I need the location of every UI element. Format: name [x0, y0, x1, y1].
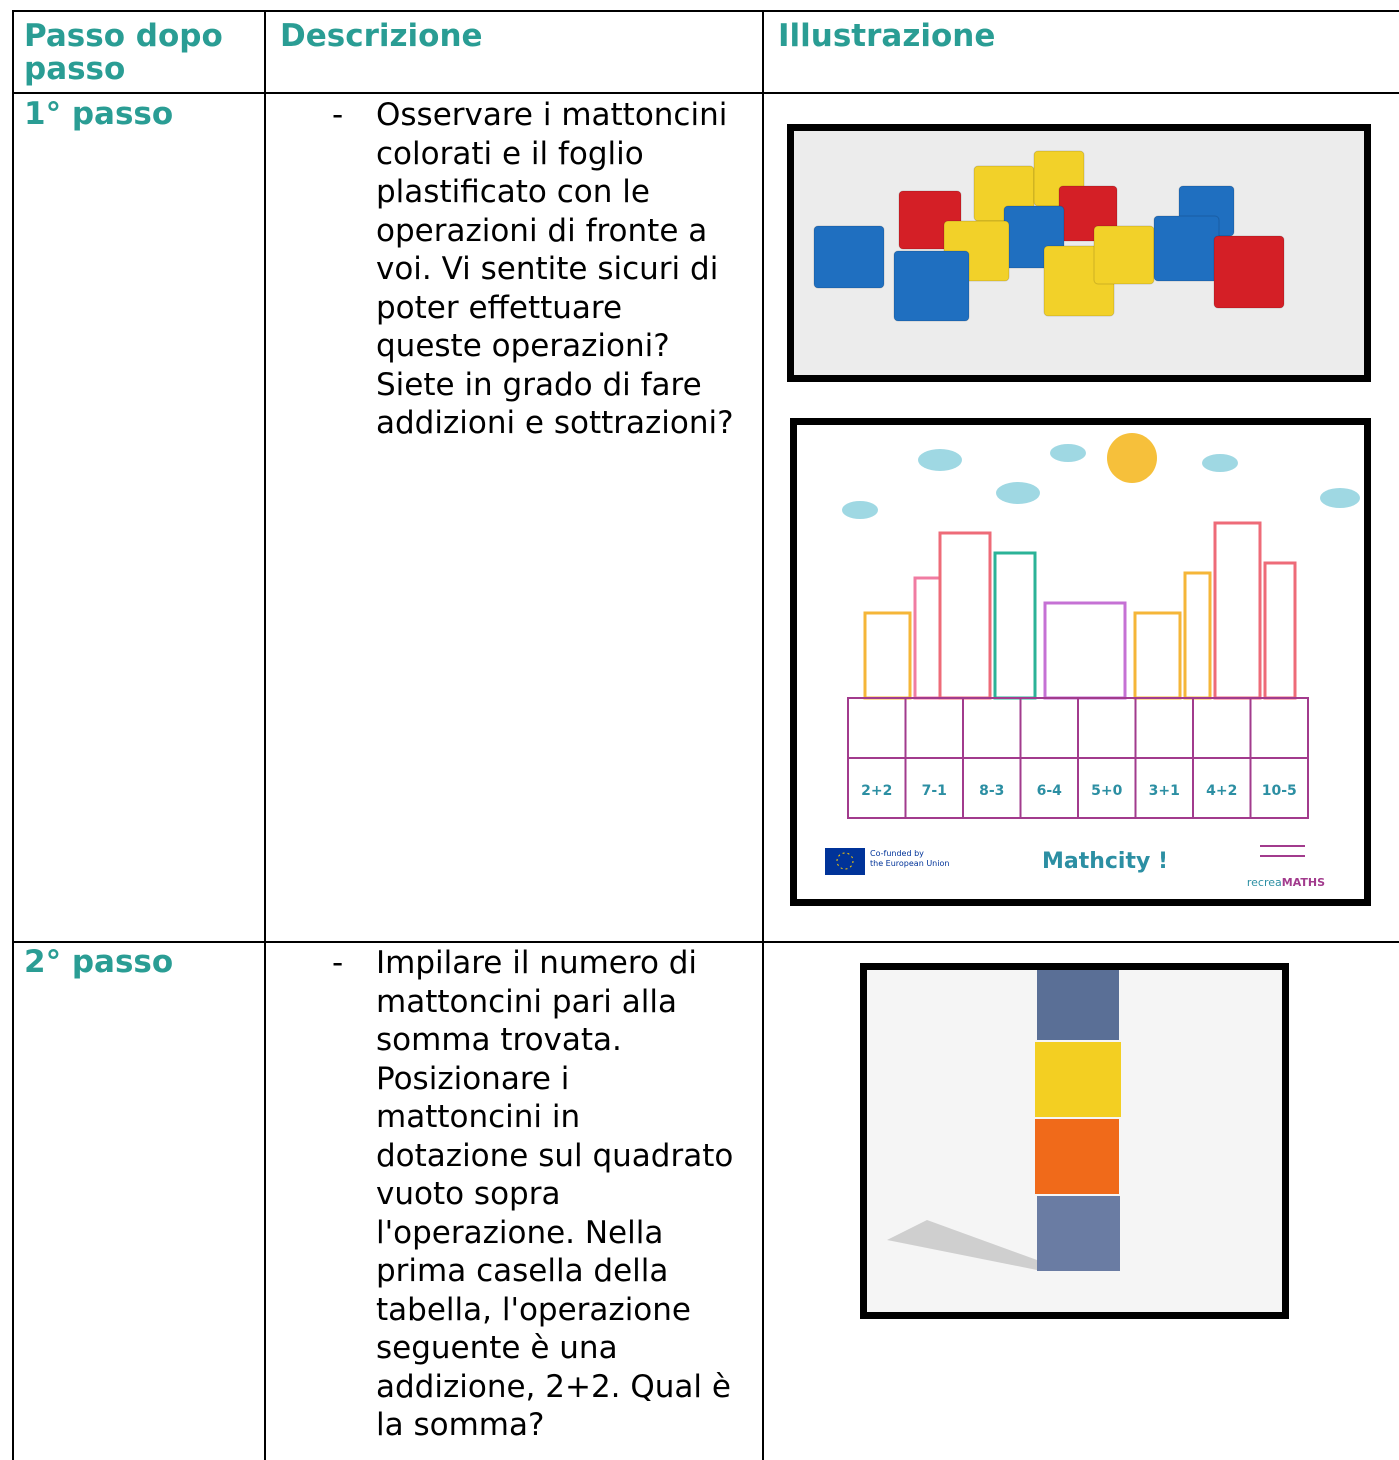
description-line: vuoto sopra	[376, 1176, 561, 1212]
description-line: tabella, l'operazione	[376, 1291, 691, 1328]
description-line: voi. Vi sentite sicuri di	[376, 251, 719, 287]
cubes-illustration	[794, 131, 1364, 375]
step: 1° passo	[24, 96, 174, 132]
operation: 5+0	[1091, 783, 1122, 799]
description-line: poter effettuare	[376, 289, 623, 326]
bullet: -	[332, 945, 344, 981]
logo-part: recrea	[1247, 876, 1282, 889]
image	[787, 124, 1371, 382]
description-line: colorati e il foglio	[376, 135, 644, 172]
description-line: dotazione sul quadrato	[376, 1137, 734, 1174]
description-line: plastificato con le	[376, 174, 650, 210]
operation: 10-5	[1262, 783, 1297, 799]
description-line: Posizionare i	[376, 1060, 570, 1097]
operation: 6-4	[1037, 783, 1063, 799]
description-line: Osservare i mattoncini	[376, 97, 728, 133]
image	[860, 963, 1289, 1319]
funding-text: Co-funded by	[870, 849, 924, 858]
rule	[12, 10, 1399, 12]
description-line: prima casella della	[376, 1253, 669, 1289]
poster-title: Mathcity !	[1042, 849, 1168, 874]
description: Osservare i mattoncini colorati e il fogl…	[376, 96, 734, 443]
rule	[12, 10, 14, 1460]
header-cell: Illustrazione	[778, 18, 996, 54]
operation: 8-3	[979, 783, 1004, 799]
rule	[762, 10, 764, 1460]
bullet: -	[332, 97, 344, 133]
logo: recreaMATHS	[1247, 876, 1325, 889]
description: Impilare il numero di mattoncini pari all…	[376, 944, 733, 1445]
funding-text: the European Union	[870, 859, 949, 868]
rule	[12, 941, 1399, 943]
header-cell: Passo dopo passo	[24, 18, 223, 87]
poster-illustration: 2+2 7-1 8-3 6-4 5+0 3+1 4+2 10-5 Co-funded by t…	[797, 425, 1364, 899]
rule	[12, 92, 1399, 94]
description-line: Impilare il numero di	[376, 945, 698, 981]
rule	[264, 10, 266, 1460]
description-line: la somma?	[376, 1407, 545, 1443]
description-line: addizioni e sottrazioni?	[376, 405, 734, 441]
image: 2+2 7-1 8-3 6-4 5+0 3+1 4+2 10-5 Co-funded by t…	[790, 418, 1371, 906]
logo-part: MATHS	[1282, 876, 1325, 889]
description-line: Siete in grado di fare	[376, 366, 702, 403]
step: 2° passo	[24, 944, 174, 980]
description-line: mattoncini pari alla	[376, 983, 677, 1020]
description-line: seguente è una	[376, 1330, 618, 1366]
operation: 3+1	[1149, 783, 1180, 799]
operation: 7-1	[922, 783, 947, 799]
operation: 2+2	[861, 783, 892, 799]
description-line: mattoncini in	[376, 1099, 581, 1135]
description-line: queste operazioni?	[376, 328, 670, 364]
operation: 4+2	[1206, 783, 1237, 799]
description-line: addizione, 2+2. Qual è	[376, 1368, 731, 1405]
stack-illustration	[867, 970, 1282, 1312]
description-line: l'operazione. Nella	[376, 1214, 664, 1251]
header-cell: Descrizione	[280, 18, 483, 54]
description-line: somma trovata.	[376, 1022, 622, 1058]
description-line: operazioni di fronte a	[376, 212, 708, 249]
